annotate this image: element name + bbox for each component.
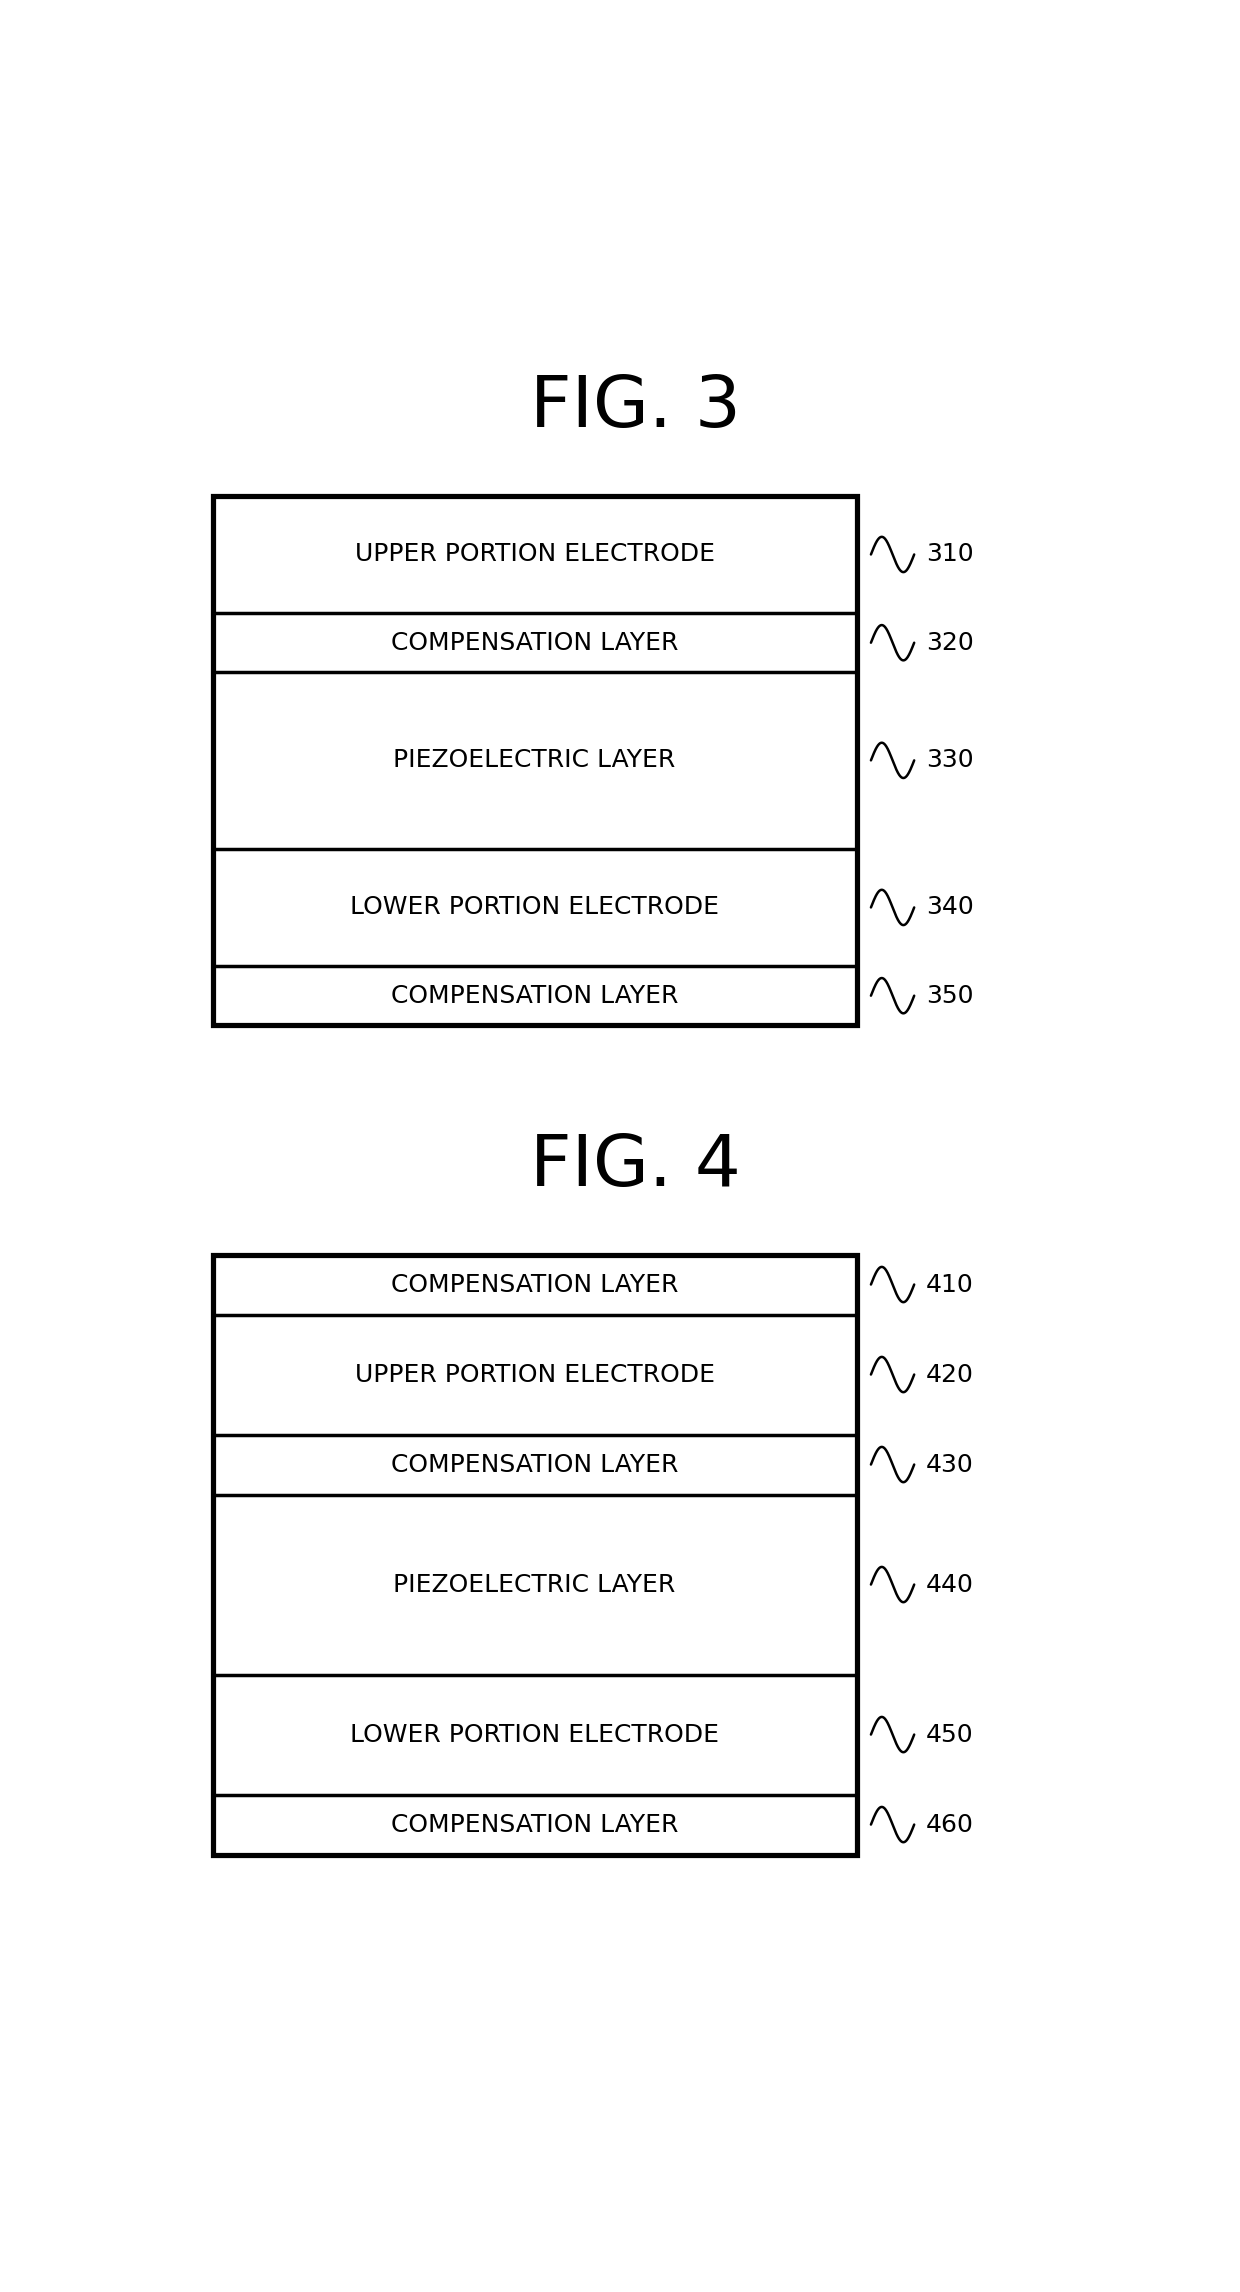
Text: 440: 440 bbox=[926, 1572, 973, 1598]
Text: 450: 450 bbox=[926, 1724, 973, 1747]
Text: COMPENSATION LAYER: COMPENSATION LAYER bbox=[391, 983, 678, 1008]
Text: 320: 320 bbox=[926, 630, 973, 656]
Text: PIEZOELECTRIC LAYER: PIEZOELECTRIC LAYER bbox=[393, 749, 676, 772]
Text: UPPER PORTION ELECTRODE: UPPER PORTION ELECTRODE bbox=[355, 543, 714, 566]
Text: 310: 310 bbox=[926, 543, 973, 566]
Bar bbox=[213, 1254, 857, 1854]
Text: COMPENSATION LAYER: COMPENSATION LAYER bbox=[391, 1813, 678, 1836]
Text: COMPENSATION LAYER: COMPENSATION LAYER bbox=[391, 1453, 678, 1476]
Text: FIG. 4: FIG. 4 bbox=[531, 1132, 740, 1201]
Text: FIG. 3: FIG. 3 bbox=[529, 374, 742, 442]
Text: 420: 420 bbox=[926, 1361, 973, 1387]
Text: COMPENSATION LAYER: COMPENSATION LAYER bbox=[391, 630, 678, 656]
Bar bbox=[213, 495, 857, 1025]
Text: COMPENSATION LAYER: COMPENSATION LAYER bbox=[391, 1272, 678, 1297]
Text: UPPER PORTION ELECTRODE: UPPER PORTION ELECTRODE bbox=[355, 1361, 714, 1387]
Text: 330: 330 bbox=[926, 749, 973, 772]
Text: LOWER PORTION ELECTRODE: LOWER PORTION ELECTRODE bbox=[350, 896, 719, 919]
Text: 410: 410 bbox=[926, 1272, 973, 1297]
Text: LOWER PORTION ELECTRODE: LOWER PORTION ELECTRODE bbox=[350, 1724, 719, 1747]
Text: PIEZOELECTRIC LAYER: PIEZOELECTRIC LAYER bbox=[393, 1572, 676, 1598]
Text: 350: 350 bbox=[926, 983, 973, 1008]
Text: 430: 430 bbox=[926, 1453, 973, 1476]
Text: 460: 460 bbox=[926, 1813, 973, 1836]
Text: 340: 340 bbox=[926, 896, 973, 919]
